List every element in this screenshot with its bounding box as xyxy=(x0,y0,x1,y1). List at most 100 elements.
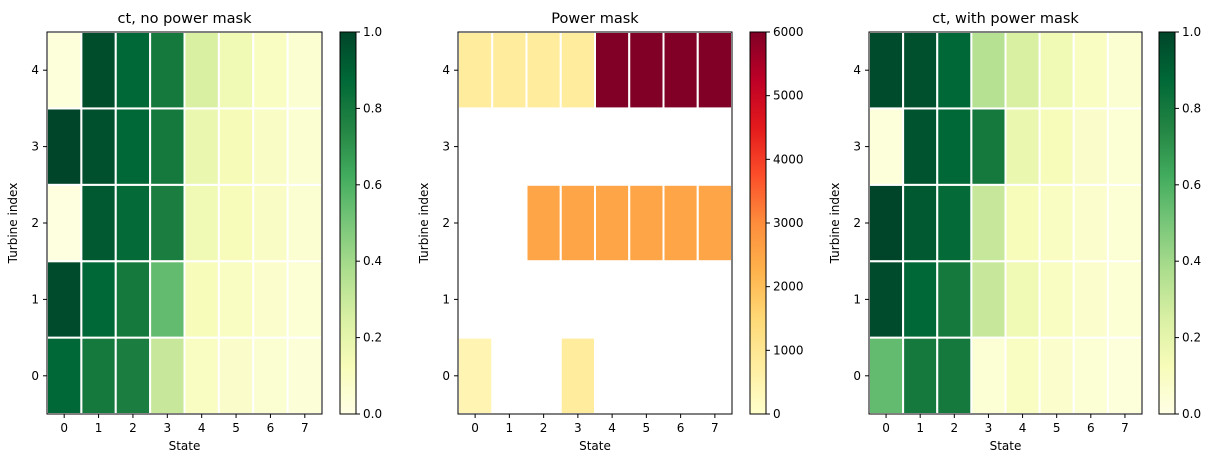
colorbar-tick-label: 6000 xyxy=(773,25,804,39)
chart-title: Power mask xyxy=(551,11,639,27)
x-tick-label: 4 xyxy=(608,421,616,435)
heatmap-cell xyxy=(1038,336,1075,416)
y-tick-label: 0 xyxy=(853,369,861,383)
heatmap-cell xyxy=(902,31,939,110)
heatmap-cell xyxy=(1072,336,1109,416)
heatmap-cell xyxy=(970,183,1007,263)
heatmap-cell xyxy=(1106,107,1143,186)
x-tick-label: 6 xyxy=(267,421,275,435)
heatmap-cell xyxy=(80,107,117,186)
x-tick-label: 0 xyxy=(471,421,479,435)
y-axis-label: Turbine index xyxy=(417,183,431,265)
x-tick-label: 3 xyxy=(574,421,582,435)
heatmap-cell xyxy=(868,260,905,339)
chart-title: ct, with power mask xyxy=(932,11,1079,27)
y-tick-label: 3 xyxy=(31,140,39,154)
colorbar-tick-label: 0.2 xyxy=(1182,331,1201,345)
heatmap-cell xyxy=(46,183,83,263)
colorbar-tick-label: 2000 xyxy=(773,280,804,294)
x-tick-label: 3 xyxy=(985,421,993,435)
colorbar-tick-label: 0 xyxy=(773,407,781,421)
heatmap-cell xyxy=(936,31,973,110)
heatmap-cell xyxy=(936,107,973,186)
colorbar-tick-label: 0.0 xyxy=(363,407,382,421)
colorbar-tick-label: 0.6 xyxy=(363,178,382,192)
colorbar xyxy=(1158,31,1176,415)
y-tick-label: 1 xyxy=(853,292,861,306)
y-tick-label: 2 xyxy=(31,216,39,230)
y-tick-label: 3 xyxy=(853,140,861,154)
colorbar-tick-label: 5000 xyxy=(773,89,804,103)
heatmap-panel-2: 0 1 2 3 4 5 6 7 0 1 2 3 4 Power mask State Turbine inde… xyxy=(417,11,804,453)
heatmap-cell xyxy=(559,183,596,263)
heatmap-cell xyxy=(114,260,152,339)
heatmap-cell xyxy=(1004,336,1041,416)
heatmap-cell xyxy=(286,336,323,416)
heatmap-cell xyxy=(1038,31,1075,110)
heatmap-cell xyxy=(217,31,255,110)
colorbar-tick-label: 1.0 xyxy=(363,25,382,39)
x-tick-label: 3 xyxy=(163,421,171,435)
x-tick-label: 0 xyxy=(882,421,890,435)
heatmap-cell xyxy=(252,260,289,339)
heatmap-cell xyxy=(217,183,255,263)
heatmap-cell xyxy=(970,260,1007,339)
colorbar-tick-label: 0.2 xyxy=(363,331,382,345)
heatmap-cell xyxy=(594,31,631,110)
heatmap-cell xyxy=(80,260,117,339)
heatmap-cell xyxy=(1004,260,1041,339)
heatmap-cell xyxy=(868,183,905,263)
heatmap-cell xyxy=(1004,183,1041,263)
colorbar xyxy=(339,31,357,415)
heatmap-cell xyxy=(594,183,631,263)
heatmap-cell xyxy=(457,31,494,110)
x-axis-label: State xyxy=(990,439,1022,453)
heatmap-cell xyxy=(183,31,220,110)
heatmap-cell xyxy=(628,31,665,110)
x-tick-label: 5 xyxy=(232,421,240,435)
heatmap-cell xyxy=(252,31,289,110)
x-tick-label: 1 xyxy=(95,421,103,435)
heatmap-cell xyxy=(696,31,733,110)
x-tick-label: 1 xyxy=(506,421,514,435)
colorbar xyxy=(749,31,767,415)
heatmap-cell xyxy=(46,31,83,110)
heatmap-cell xyxy=(114,107,152,186)
heatmap-cell xyxy=(1038,183,1075,263)
heatmap-cell xyxy=(149,31,186,110)
heatmap-cell xyxy=(628,183,665,263)
heatmap-cell xyxy=(114,336,152,416)
heatmap-cell xyxy=(149,107,186,186)
heatmap-cell xyxy=(559,31,596,110)
heatmap-cell xyxy=(662,31,699,110)
heatmap-cell xyxy=(217,260,255,339)
heatmap-cell xyxy=(970,336,1007,416)
heatmap-cell xyxy=(80,31,117,110)
heatmap-cell xyxy=(252,107,289,186)
chart-title: ct, no power mask xyxy=(118,11,253,27)
x-tick-label: 2 xyxy=(540,421,548,435)
y-tick-label: 0 xyxy=(31,369,39,383)
heatmap-cell xyxy=(1004,31,1041,110)
heatmap-cell xyxy=(80,336,117,416)
colorbar-tick-label: 3000 xyxy=(773,216,804,230)
y-tick-label: 4 xyxy=(853,63,861,77)
heatmap-cell xyxy=(252,183,289,263)
heatmap-cell xyxy=(902,107,939,186)
x-tick-label: 2 xyxy=(129,421,137,435)
heatmap-cell xyxy=(902,260,939,339)
x-tick-label: 7 xyxy=(301,421,309,435)
colorbar-tick-label: 0.6 xyxy=(1182,178,1201,192)
x-axis-label: State xyxy=(169,439,201,453)
x-axis-label: State xyxy=(579,439,611,453)
x-tick-label: 5 xyxy=(643,421,651,435)
heatmap-cell xyxy=(1106,31,1143,110)
heatmap-cell xyxy=(970,107,1007,186)
colorbar-tick-label: 0.8 xyxy=(1182,101,1201,115)
heatmap-cell xyxy=(183,336,220,416)
heatmap-cell xyxy=(936,336,973,416)
heatmap-cell xyxy=(286,107,323,186)
heatmap-cell xyxy=(936,260,973,339)
heatmap-cell xyxy=(149,183,186,263)
